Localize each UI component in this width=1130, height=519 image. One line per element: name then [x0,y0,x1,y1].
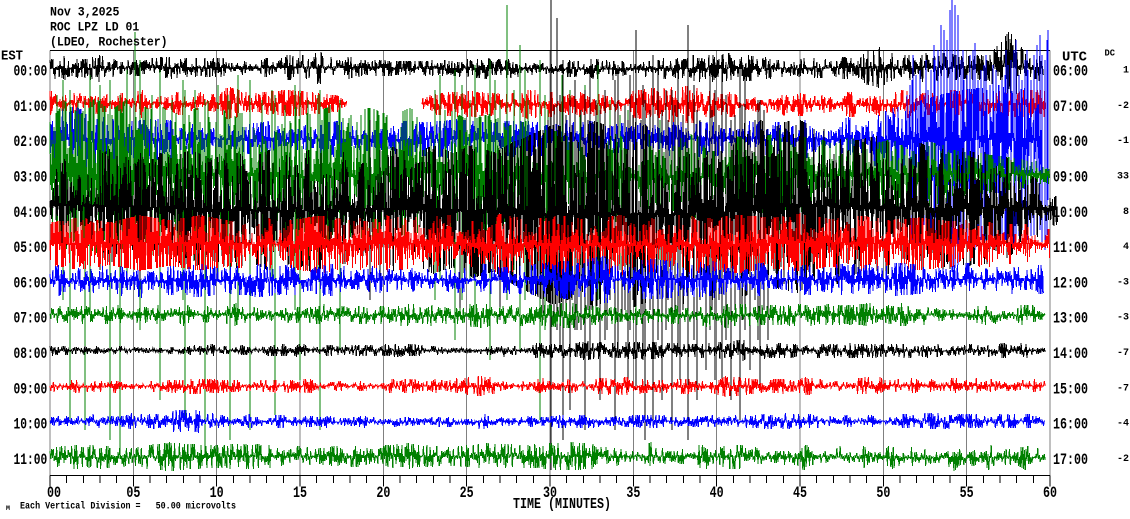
svg-text:-2: -2 [1117,101,1129,112]
svg-text:16:00: 16:00 [1053,416,1088,434]
svg-text:55: 55 [960,484,974,502]
svg-text:10:00: 10:00 [1053,204,1088,222]
svg-text:35: 35 [626,484,640,502]
svg-text:M: M [6,505,10,512]
svg-text:-3: -3 [1117,277,1129,288]
svg-text:06:00: 06:00 [14,274,48,292]
svg-text:-2: -2 [1117,454,1129,465]
svg-text:00:00: 00:00 [14,63,48,81]
svg-text:(LDEO, Rochester): (LDEO, Rochester) [50,35,168,50]
svg-text:1: 1 [1123,66,1129,77]
svg-text:8: 8 [1123,207,1129,218]
svg-text:-7: -7 [1117,348,1129,359]
svg-text:-1: -1 [1117,136,1129,147]
svg-text:50: 50 [876,484,890,502]
svg-text:UTC: UTC [1062,50,1088,66]
svg-text:07:00: 07:00 [1053,98,1088,116]
svg-text:Each Vertical Division = 50.: Each Vertical Division = 50.00 microvolt… [20,501,236,513]
svg-text:EST: EST [1,49,23,65]
svg-text:ROC LPZ LD 01: ROC LPZ LD 01 [50,20,139,35]
svg-text:20: 20 [376,484,390,502]
svg-text:01:00: 01:00 [14,98,48,116]
svg-text:10:00: 10:00 [14,416,48,434]
svg-text:11:00: 11:00 [14,451,48,469]
svg-text:13:00: 13:00 [1053,310,1088,328]
svg-text:4: 4 [1123,242,1129,253]
svg-text:05:00: 05:00 [14,239,48,257]
svg-text:12:00: 12:00 [1053,274,1088,292]
svg-text:14:00: 14:00 [1053,345,1088,363]
svg-text:08:00: 08:00 [1053,133,1088,151]
svg-text:-4: -4 [1117,419,1129,430]
svg-text:15: 15 [293,484,307,502]
svg-text:TIME (MINUTES): TIME (MINUTES) [513,497,611,513]
svg-text:33: 33 [1117,172,1129,183]
svg-text:17:00: 17:00 [1053,451,1088,469]
svg-text:11:00: 11:00 [1053,239,1088,257]
svg-text:-7: -7 [1117,383,1129,394]
svg-text:30: 30 [543,484,557,502]
svg-text:45: 45 [793,484,807,502]
svg-text:60: 60 [1043,484,1057,502]
svg-text:15:00: 15:00 [1053,380,1088,398]
svg-text:03:00: 03:00 [14,169,48,187]
svg-text:25: 25 [460,484,474,502]
svg-text:06:00: 06:00 [1053,63,1088,81]
svg-text:00: 00 [47,484,61,502]
svg-text:10: 10 [210,484,224,502]
svg-text:08:00: 08:00 [14,345,48,363]
svg-text:05: 05 [126,484,140,502]
svg-text:Nov 3,2025: Nov 3,2025 [50,5,120,20]
svg-text:40: 40 [710,484,724,502]
svg-text:09:00: 09:00 [14,380,48,398]
svg-text:09:00: 09:00 [1053,169,1088,187]
svg-text:04:00: 04:00 [14,204,48,222]
svg-text:-3: -3 [1117,313,1129,324]
svg-text:02:00: 02:00 [14,133,48,151]
svg-text:DC: DC [1105,48,1116,58]
svg-text:07:00: 07:00 [14,310,48,328]
